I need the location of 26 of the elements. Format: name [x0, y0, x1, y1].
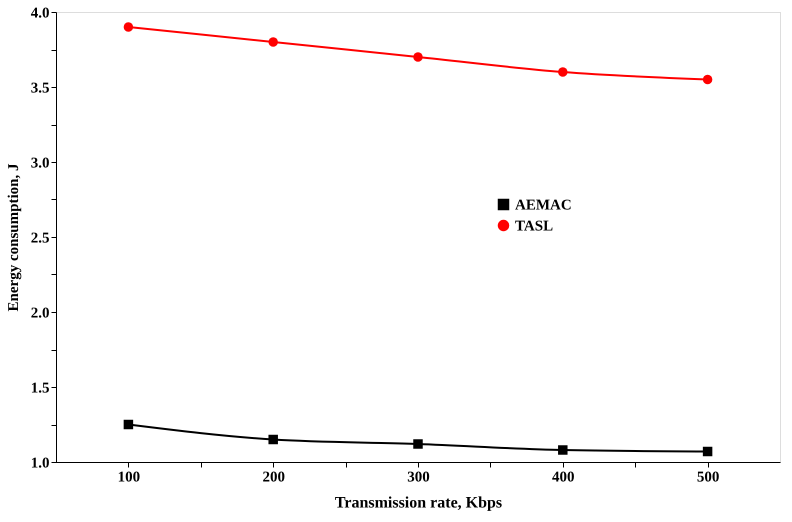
y-axis-title: Energy consumption, J	[6, 163, 22, 312]
point	[413, 52, 423, 62]
y-tick-label: 2.5	[30, 230, 50, 246]
point	[268, 37, 278, 47]
point	[268, 434, 278, 444]
x-tick-label: 300	[407, 470, 430, 486]
point	[413, 439, 423, 449]
x-tick-label: 200	[262, 470, 285, 486]
x-tick-label: 100	[118, 470, 140, 486]
y-tick-label: 3.5	[30, 80, 50, 96]
point	[558, 445, 568, 455]
legend-label: AEMAC	[515, 198, 572, 214]
y-tick-label: 1.0	[30, 456, 50, 472]
point	[124, 420, 134, 430]
y-tick-label: 1.5	[30, 380, 50, 396]
point	[124, 22, 134, 32]
y-tick-label: 4.0	[30, 6, 50, 22]
x-tick-label: 400	[552, 470, 575, 486]
y-tick-label: 3.0	[30, 156, 50, 172]
point	[558, 67, 568, 77]
x-tick-label: 500	[696, 470, 720, 486]
y-tick-label: 2.0	[30, 306, 50, 322]
legend-label: TASL	[515, 218, 554, 234]
point	[702, 446, 712, 456]
x-axis-title: Transmission rate, Kbps	[334, 494, 502, 512]
point	[702, 74, 712, 84]
